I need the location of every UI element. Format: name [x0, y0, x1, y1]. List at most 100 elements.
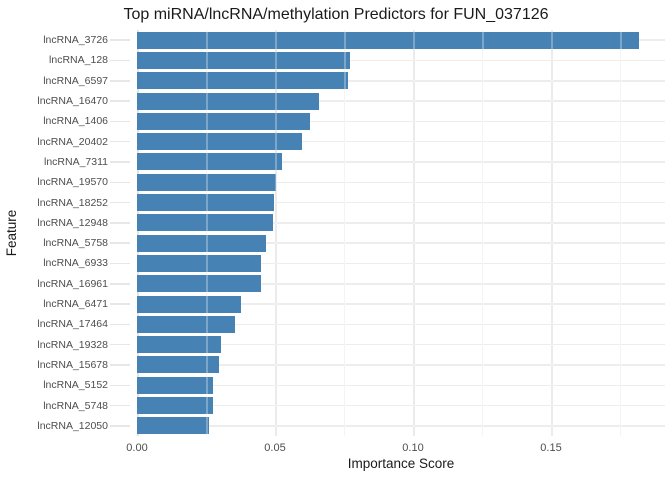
x-gridline-overlay	[482, 30, 484, 436]
x-gridline-minor	[482, 30, 484, 436]
y-tick-label: lncRNA_6933	[43, 257, 108, 270]
y-tick-label: lncRNA_16961	[37, 277, 108, 290]
x-gridline-major	[137, 30, 139, 436]
y-tick-mark	[110, 59, 130, 62]
bar	[137, 92, 320, 110]
y-tick-label: lncRNA_18252	[37, 196, 108, 209]
y-gridline	[137, 80, 665, 82]
y-tick-label: lncRNA_1406	[43, 115, 108, 128]
bar	[137, 214, 274, 232]
x-gridline-major	[275, 30, 277, 436]
y-tick-mark	[110, 181, 130, 183]
x-gridline-overlay	[206, 30, 208, 436]
y-gridline	[137, 140, 665, 143]
x-gridline-minor	[620, 30, 622, 436]
y-tick-label: lncRNA_6597	[43, 74, 108, 87]
y-tick-label: lncRNA_17464	[37, 318, 108, 331]
x-gridline-minor	[206, 30, 208, 436]
y-gridline	[137, 384, 665, 386]
y-gridline	[137, 343, 665, 346]
y-tick-label: lncRNA_12948	[37, 216, 108, 229]
y-tick-mark	[110, 323, 130, 326]
y-tick-label: lncRNA_20402	[37, 135, 108, 148]
bar	[137, 315, 236, 333]
bar	[137, 153, 282, 171]
y-gridline	[137, 425, 665, 427]
y-tick-label: lncRNA_128	[49, 54, 108, 67]
y-tick-mark	[110, 201, 130, 204]
y-gridline	[137, 283, 665, 285]
bar	[137, 397, 213, 415]
bar	[137, 234, 266, 252]
x-gridline-minor	[344, 30, 346, 436]
x-gridline-overlay	[620, 30, 622, 436]
y-tick-mark	[110, 80, 130, 82]
y-tick-mark	[110, 222, 130, 224]
y-tick-mark	[110, 343, 130, 346]
y-tick-label: lncRNA_19328	[37, 338, 108, 351]
bar	[137, 31, 640, 49]
y-tick-mark	[110, 364, 130, 366]
y-tick-mark	[110, 39, 130, 41]
y-tick-label: lncRNA_5758	[43, 237, 108, 250]
y-tick-mark	[110, 425, 130, 427]
y-tick-label: lncRNA_3726	[43, 34, 108, 47]
y-tick-label: lncRNA_19570	[37, 176, 108, 189]
y-tick-mark	[110, 140, 130, 143]
x-gridline-overlay	[344, 30, 346, 436]
bar	[137, 295, 242, 313]
bar	[137, 51, 351, 69]
bar	[137, 112, 311, 130]
bar	[137, 376, 213, 394]
x-gridline-overlay	[551, 30, 553, 436]
x-gridline-overlay	[275, 30, 277, 436]
y-gridline	[137, 201, 665, 204]
y-tick-mark	[110, 100, 130, 102]
bar	[137, 336, 222, 354]
y-gridline	[137, 161, 665, 163]
y-gridline	[137, 120, 665, 123]
y-tick-mark	[110, 303, 130, 305]
x-tick-label: 0.10	[402, 442, 424, 454]
bar	[137, 173, 277, 191]
y-tick-label: lncRNA_5152	[43, 379, 108, 392]
y-gridline	[137, 303, 665, 305]
y-gridline	[137, 262, 665, 265]
y-tick-mark	[110, 161, 130, 163]
x-tick-label: 0.05	[264, 442, 286, 454]
y-gridline	[137, 323, 665, 326]
bar	[137, 194, 275, 212]
y-tick-mark	[110, 384, 130, 386]
chart-title: Top miRNA/lncRNA/methylation Predictors …	[123, 6, 549, 23]
y-tick-label: lncRNA_16470	[37, 95, 108, 108]
y-gridline	[137, 100, 665, 102]
y-gridline	[137, 222, 665, 224]
y-gridline	[137, 364, 665, 366]
bar	[137, 356, 219, 374]
y-tick-label: lncRNA_6471	[43, 298, 108, 311]
plot-panel	[137, 30, 665, 436]
x-tick-label: 0.00	[126, 442, 148, 454]
y-tick-label: lncRNA_7311	[43, 155, 108, 168]
y-gridline	[137, 181, 665, 183]
x-tick-label: 0.15	[540, 442, 562, 454]
y-tick-label: lncRNA_12050	[37, 419, 108, 432]
y-gridline	[137, 404, 665, 407]
x-axis-title: Importance Score	[347, 456, 455, 471]
y-tick-mark	[110, 404, 130, 407]
bar	[137, 254, 262, 272]
y-gridline	[137, 242, 665, 244]
y-tick-mark	[110, 242, 130, 244]
bar	[137, 133, 303, 151]
x-gridline-major	[551, 30, 553, 436]
y-tick-mark	[110, 283, 130, 285]
bar	[137, 275, 261, 293]
x-gridline-overlay	[413, 30, 415, 436]
bar	[137, 417, 210, 435]
y-tick-mark	[110, 262, 130, 265]
x-gridline-major	[413, 30, 415, 436]
y-tick-mark	[110, 120, 130, 123]
y-gridline	[137, 59, 665, 62]
bar	[137, 72, 349, 90]
